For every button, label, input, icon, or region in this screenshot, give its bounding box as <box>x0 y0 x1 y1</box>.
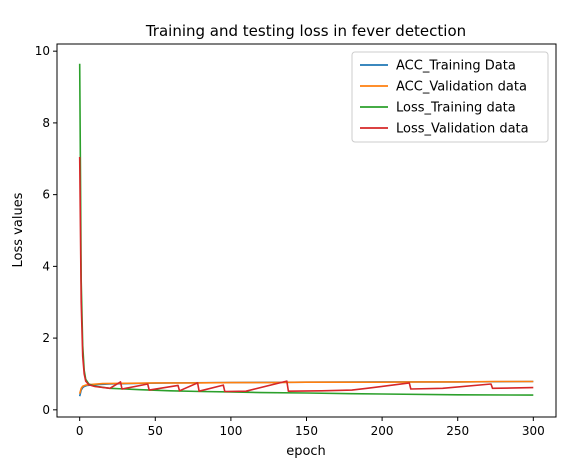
x-tick-label: 200 <box>371 424 394 438</box>
x-tick-label: 150 <box>295 424 318 438</box>
y-tick-label: 8 <box>42 116 50 130</box>
x-axis-ticks: 0 50 100 150 200 250 300 <box>76 417 545 438</box>
y-tick-label: 4 <box>42 259 50 273</box>
legend-box <box>351 51 549 143</box>
x-tick-label: 0 <box>76 424 84 438</box>
legend-label: Loss_Validation data <box>396 122 529 137</box>
y-axis-ticks: 0 2 4 6 8 10 <box>35 44 57 417</box>
legend-label: Loss_Training data <box>396 101 516 116</box>
x-tick-label: 300 <box>522 424 545 438</box>
x-axis-label: epoch <box>286 444 326 459</box>
legend-label: ACC_Training Data <box>396 59 516 74</box>
legend: ACC_Training Data ACC_Validation data Loss… <box>351 51 549 143</box>
legend-label: ACC_Validation data <box>396 80 527 95</box>
x-tick-label: 100 <box>219 424 242 438</box>
y-tick-label: 2 <box>42 331 50 345</box>
y-tick-label: 6 <box>42 188 50 202</box>
y-axis-label: Loss values <box>11 192 26 267</box>
y-tick-label: 10 <box>35 44 50 58</box>
x-tick-label: 50 <box>148 424 163 438</box>
y-tick-label: 0 <box>42 403 50 417</box>
chart-title: Training and testing loss in fever detec… <box>145 22 466 40</box>
series-line-4 <box>78 156 534 393</box>
x-tick-label: 250 <box>446 424 469 438</box>
plot-lines <box>78 63 534 397</box>
series-line-2 <box>78 380 534 394</box>
